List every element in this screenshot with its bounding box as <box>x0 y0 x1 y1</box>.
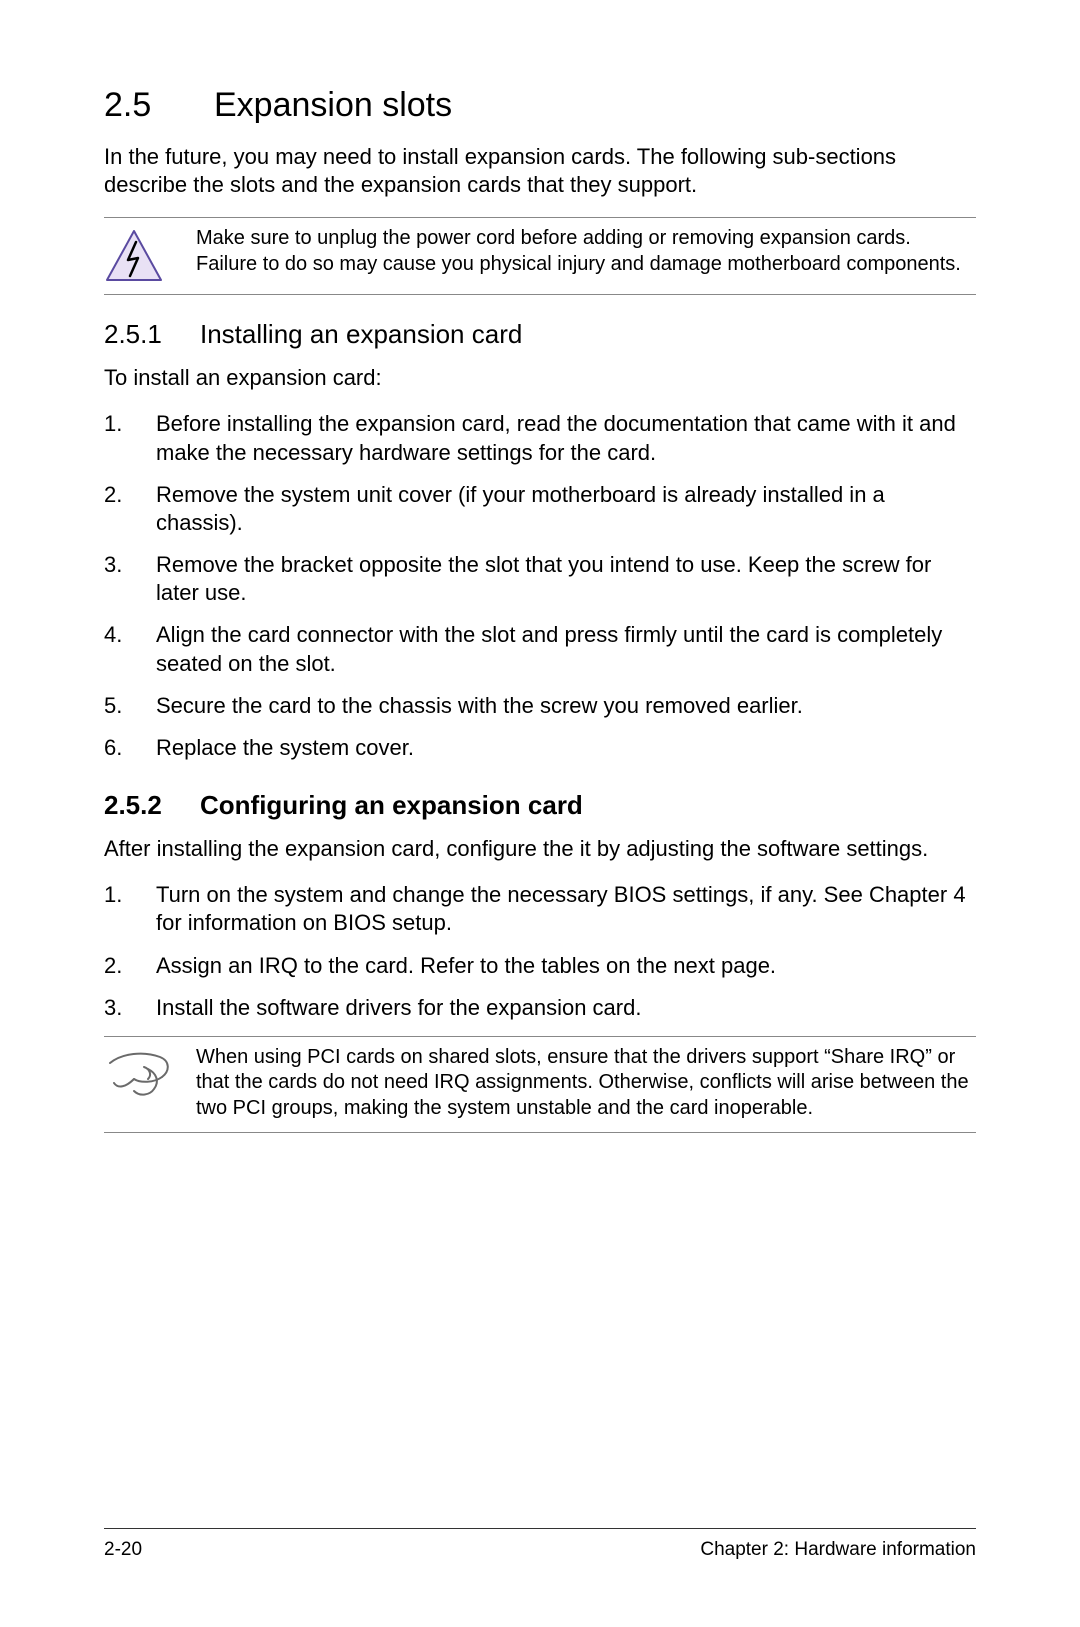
warning-icon-col <box>104 226 196 284</box>
note-hand-icon <box>104 1047 176 1103</box>
sub1-steps: Before installing the expansion card, re… <box>104 410 976 762</box>
footer-rule <box>104 1528 976 1529</box>
step-item: Remove the system unit cover (if your mo… <box>104 481 976 537</box>
sub1-lead: To install an expansion card: <box>104 364 976 392</box>
subsection-title-2: Configuring an expansion card <box>200 790 583 820</box>
document-page: 2.5Expansion slots In the future, you ma… <box>0 0 1080 1627</box>
footer-page-number: 2-20 <box>104 1539 142 1561</box>
section-heading: 2.5Expansion slots <box>104 86 976 125</box>
step-item: Replace the system cover. <box>104 734 976 762</box>
sub2-lead: After installing the expansion card, con… <box>104 835 976 863</box>
warning-icon <box>104 228 164 284</box>
section-number: 2.5 <box>104 86 214 125</box>
step-item: Secure the card to the chassis with the … <box>104 692 976 720</box>
footer-chapter: Chapter 2: Hardware information <box>700 1539 976 1561</box>
sub2-steps: Turn on the system and change the necess… <box>104 881 976 1022</box>
step-item: Before installing the expansion card, re… <box>104 410 976 466</box>
step-item: Assign an IRQ to the card. Refer to the … <box>104 952 976 980</box>
warning-text: Make sure to unplug the power cord befor… <box>196 226 976 277</box>
section-title: Expansion slots <box>214 86 452 124</box>
note-text: When using PCI cards on shared slots, en… <box>196 1045 976 1122</box>
page-footer: 2-20 Chapter 2: Hardware information <box>104 1539 976 1561</box>
step-item: Remove the bracket opposite the slot tha… <box>104 551 976 607</box>
step-item: Align the card connector with the slot a… <box>104 621 976 677</box>
note-icon-col <box>104 1045 196 1103</box>
subsection-number-2: 2.5.2 <box>104 790 200 821</box>
subsection-heading-1: 2.5.1Installing an expansion card <box>104 319 976 350</box>
subsection-number-1: 2.5.1 <box>104 319 200 350</box>
subsection-heading-2: 2.5.2Configuring an expansion card <box>104 790 976 821</box>
step-item: Install the software drivers for the exp… <box>104 994 976 1022</box>
section-intro: In the future, you may need to install e… <box>104 143 976 199</box>
subsection-title-1: Installing an expansion card <box>200 319 522 349</box>
note-callout: When using PCI cards on shared slots, en… <box>104 1036 976 1133</box>
warning-callout: Make sure to unplug the power cord befor… <box>104 217 976 295</box>
step-item: Turn on the system and change the necess… <box>104 881 976 937</box>
